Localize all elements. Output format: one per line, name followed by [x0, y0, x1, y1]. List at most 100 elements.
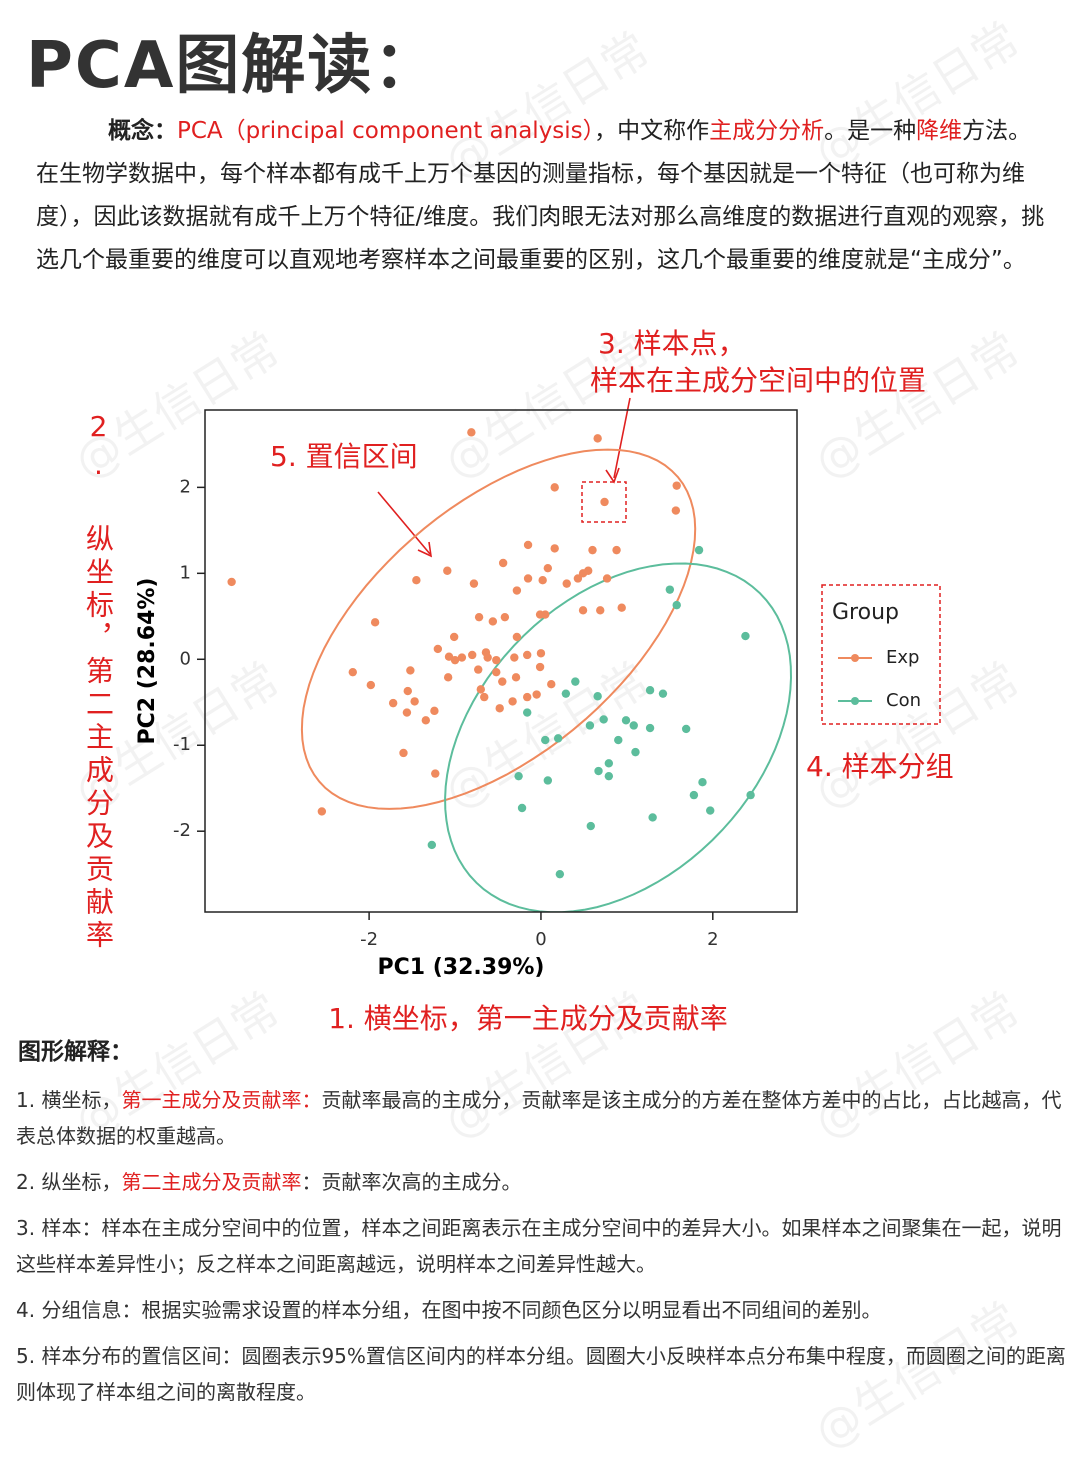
explanation-item: 3. 样本：样本在主成分空间中的位置，样本之间距离表示在主成分空间中的差异大小。… [16, 1210, 1068, 1282]
point [512, 632, 522, 642]
explanation-list: 1. 横坐标，第一主成分及贡献率：贡献率最高的主成分，贡献率是该主成分的方差在整… [16, 1082, 1068, 1420]
point [741, 631, 750, 641]
point [578, 569, 588, 578]
y-tick-label: 1 [180, 562, 191, 583]
annotation: 4. 样本分组 [806, 750, 954, 783]
point [561, 689, 571, 698]
point [645, 686, 655, 695]
point [573, 574, 583, 583]
point [399, 748, 408, 758]
item-text: 4. 分组信息：根据实验需求设置的样本分组，在图中按不同颜色区分以明显看出不同组… [16, 1298, 882, 1322]
point [698, 778, 707, 787]
point [480, 692, 489, 702]
point [511, 673, 521, 682]
point [431, 769, 440, 778]
concept-label: 概念： [108, 118, 177, 144]
point [746, 790, 755, 800]
point [614, 735, 623, 745]
point [474, 665, 483, 674]
point [543, 776, 553, 785]
point [681, 724, 691, 734]
point [671, 506, 681, 515]
point [600, 497, 609, 507]
point [621, 716, 631, 725]
point [523, 692, 532, 702]
point [402, 708, 412, 717]
point [492, 655, 501, 665]
legend-box [821, 584, 941, 725]
confidence-ellipse [444, 562, 793, 912]
point [706, 806, 715, 815]
point [562, 579, 571, 588]
point [631, 747, 640, 757]
annotation: 样本在主成分空间中的位置 [590, 364, 926, 397]
legend-title: Group [832, 600, 899, 625]
item-text: 3. 样本：样本在主成分空间中的位置，样本之间距离表示在主成分空间中的差异大小。… [16, 1216, 1062, 1276]
annotation: 5. 置信区间 [270, 440, 418, 473]
point [412, 575, 421, 585]
explanation-item: 5. 样本分布的置信区间：圆圈表示95%置信区间内的样本分组。圆圈大小反映样本点… [16, 1338, 1068, 1410]
point [532, 690, 541, 699]
y-axis-title: PC2 (28.64%) [135, 578, 160, 745]
point [604, 771, 614, 781]
point [443, 673, 453, 682]
y-tick-label: -2 [173, 820, 191, 841]
legend-label: Exp [886, 647, 919, 668]
point [586, 821, 595, 831]
point [594, 766, 603, 776]
point [523, 574, 533, 583]
point [523, 650, 532, 660]
item-text: 第一主成分及贡献率： [121, 1088, 322, 1112]
plot [227, 428, 793, 912]
arrow-head [605, 467, 620, 484]
item-text: 第二主成分及贡献率 [121, 1170, 302, 1194]
point [593, 692, 602, 701]
item-text: 1. 横坐标， [16, 1088, 122, 1112]
confidence-ellipse [300, 448, 697, 810]
point [602, 574, 612, 583]
point [578, 606, 588, 615]
point [450, 655, 460, 665]
point [317, 807, 327, 816]
point [457, 653, 467, 662]
point [535, 662, 545, 672]
point [658, 689, 668, 698]
point [510, 653, 519, 662]
y-tick-label: 2 [180, 476, 191, 497]
arrow [377, 491, 431, 555]
item-text: 贡献率最高的主成分，贡献率是该主成分的方差在整体方差中的占比，占比越高，代表总体… [16, 1088, 1062, 1148]
legend-label: Con [886, 690, 921, 711]
item-text: 2. 纵坐标， [16, 1170, 122, 1194]
point [555, 869, 565, 879]
point [370, 618, 380, 627]
x-tick-label: 0 [535, 929, 546, 950]
point [593, 434, 602, 443]
plot-frame [204, 409, 798, 913]
point [604, 759, 614, 768]
point [467, 428, 476, 437]
concept-text: PCA（principal component analysis） [177, 118, 595, 144]
point [672, 600, 681, 610]
point [588, 545, 597, 555]
point [449, 632, 459, 642]
y-tick-label: -1 [173, 734, 191, 755]
highlight-box [581, 481, 627, 523]
point [550, 483, 559, 492]
point [430, 706, 439, 716]
explanation-item: 1. 横坐标，第一主成分及贡献率：贡献率最高的主成分，贡献率是该主成分的方差在整… [16, 1082, 1068, 1154]
point [571, 677, 580, 686]
point [612, 545, 621, 555]
point [443, 566, 452, 575]
concept-paragraph: 概念：PCA（principal component analysis），中文称… [36, 110, 1048, 282]
annotation: 1. 横坐标，第一主成分及贡献率 [328, 1002, 728, 1035]
point [645, 723, 655, 733]
point [468, 650, 477, 660]
point [523, 708, 532, 717]
point [421, 716, 431, 725]
x-axis-title: PC1 (32.39%) [378, 955, 545, 980]
point [366, 680, 376, 690]
point [517, 803, 527, 813]
item-text: 5. 样本分布的置信区间：圆圈表示95%置信区间内的样本分组。圆圈大小反映样本点… [16, 1344, 1066, 1404]
section-title: 图形解释： [18, 1039, 133, 1065]
